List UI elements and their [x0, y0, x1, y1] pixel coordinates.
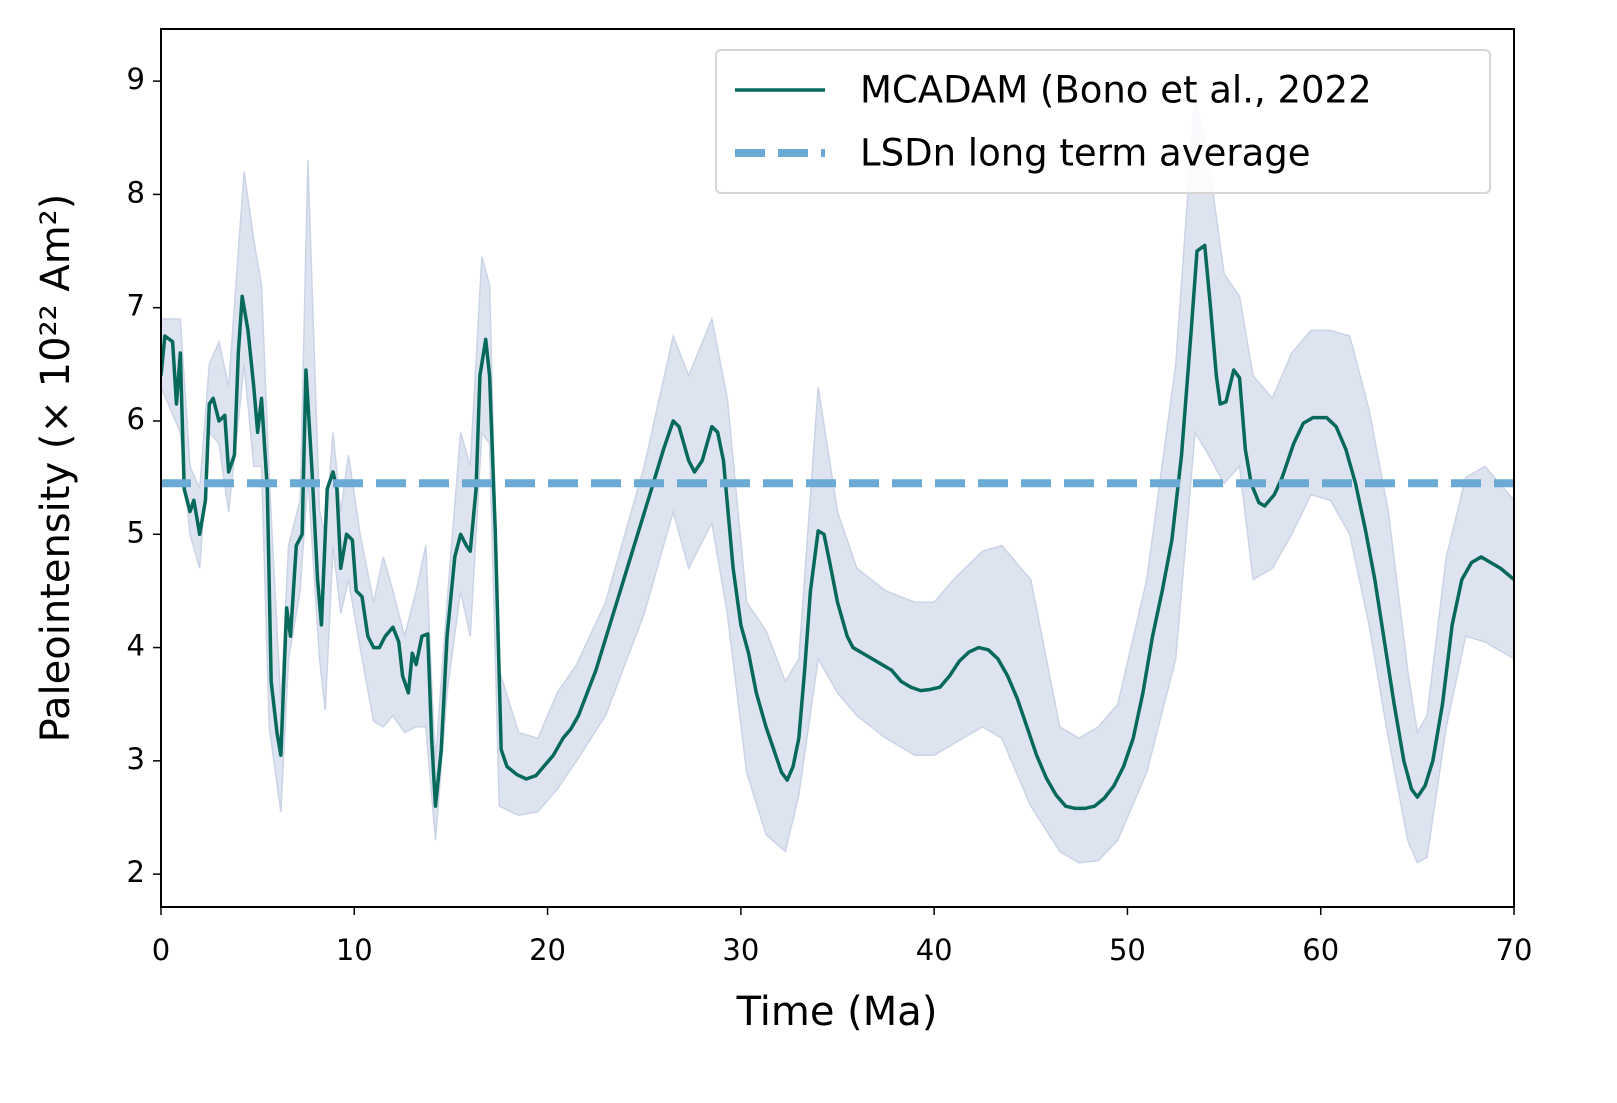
x-tick-label: 20: [529, 933, 566, 967]
y-tick-label: 3: [127, 742, 145, 776]
legend-label: MCADAM (Bono et al., 2022: [860, 69, 1372, 112]
x-tick-label: 50: [1109, 933, 1146, 967]
y-tick-label: 5: [127, 515, 145, 549]
x-tick-label: 30: [722, 933, 759, 967]
legend-label: LSDn long term average: [860, 132, 1311, 175]
data-line: [161, 243, 1514, 811]
y-tick-label: 9: [127, 62, 145, 96]
x-tick-label: 0: [152, 933, 170, 967]
y-tick-label: 6: [127, 402, 145, 436]
plot-frame: [160, 28, 1515, 908]
y-tick-label: 2: [127, 855, 145, 889]
legend: MCADAM (Bono et al., 2022 LSDn long term …: [715, 49, 1491, 194]
y-tick-label: 4: [127, 629, 145, 663]
y-tick-label: 8: [127, 175, 145, 209]
y-axis-title: Paleointensity (× 10²² Am²): [33, 194, 79, 743]
legend-box: [715, 49, 1491, 194]
y-tick-label: 7: [127, 289, 145, 323]
x-tick-label: 10: [336, 933, 373, 967]
x-tick-label: 60: [1302, 933, 1339, 967]
x-axis-title: Time (Ma): [736, 989, 938, 1035]
uncertainty-band: [161, 92, 1514, 864]
plot-area: [161, 92, 1514, 864]
x-tick-label: 40: [916, 933, 953, 967]
x-tick-label: 70: [1496, 933, 1533, 967]
